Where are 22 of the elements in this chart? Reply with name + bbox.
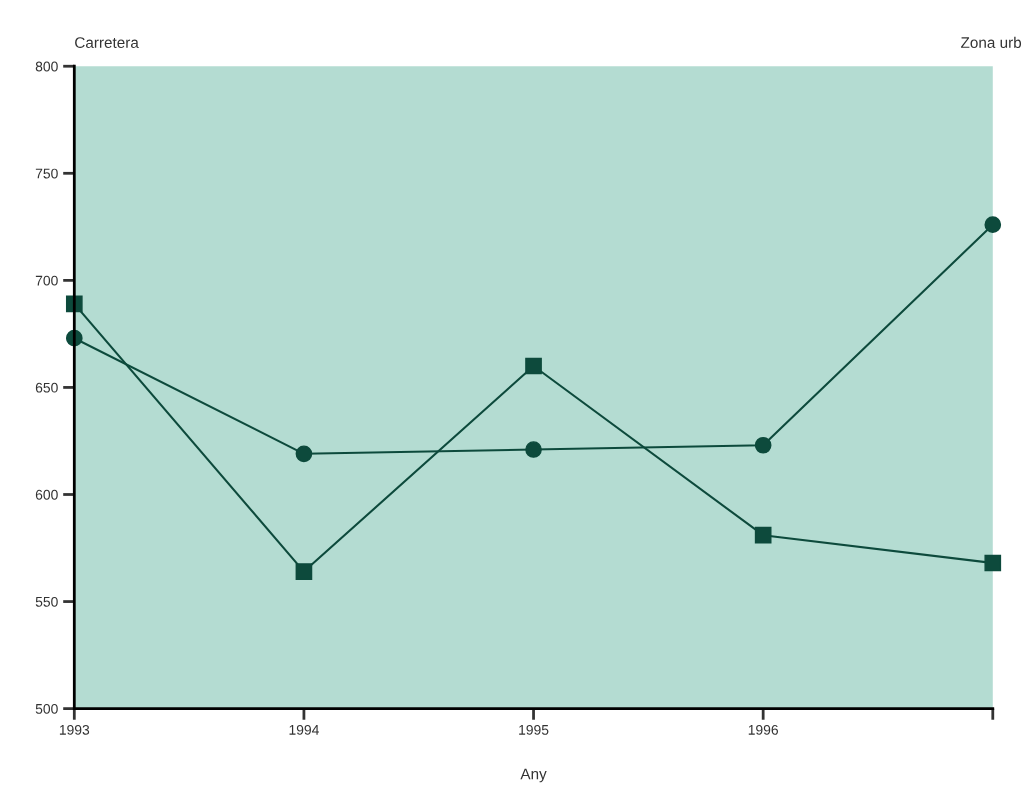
x-tick-label: 1995 bbox=[519, 724, 549, 735]
y-tick-label: 500 bbox=[35, 703, 58, 714]
y-tick-label: 600 bbox=[35, 489, 58, 500]
y-tick-label: 700 bbox=[35, 275, 58, 286]
point bbox=[754, 526, 772, 544]
y-tick-label: 800 bbox=[35, 61, 58, 72]
point bbox=[754, 436, 772, 454]
point bbox=[525, 357, 542, 375]
point bbox=[984, 554, 1002, 572]
y-tick-label: 550 bbox=[35, 596, 58, 607]
x-tick-label: 1994 bbox=[289, 724, 319, 735]
point bbox=[295, 563, 313, 580]
x-tick-label: 1993 bbox=[59, 724, 90, 735]
x-axis-title: Any bbox=[520, 768, 547, 783]
point bbox=[984, 216, 1002, 234]
y-tick-label: 750 bbox=[35, 168, 58, 179]
text: Carretera bbox=[75, 37, 139, 48]
y-tick-label: 650 bbox=[35, 382, 58, 393]
point bbox=[295, 445, 313, 463]
point bbox=[525, 441, 542, 458]
x-tick-label: 1996 bbox=[748, 724, 778, 735]
text: Zona urb bbox=[961, 36, 1022, 48]
